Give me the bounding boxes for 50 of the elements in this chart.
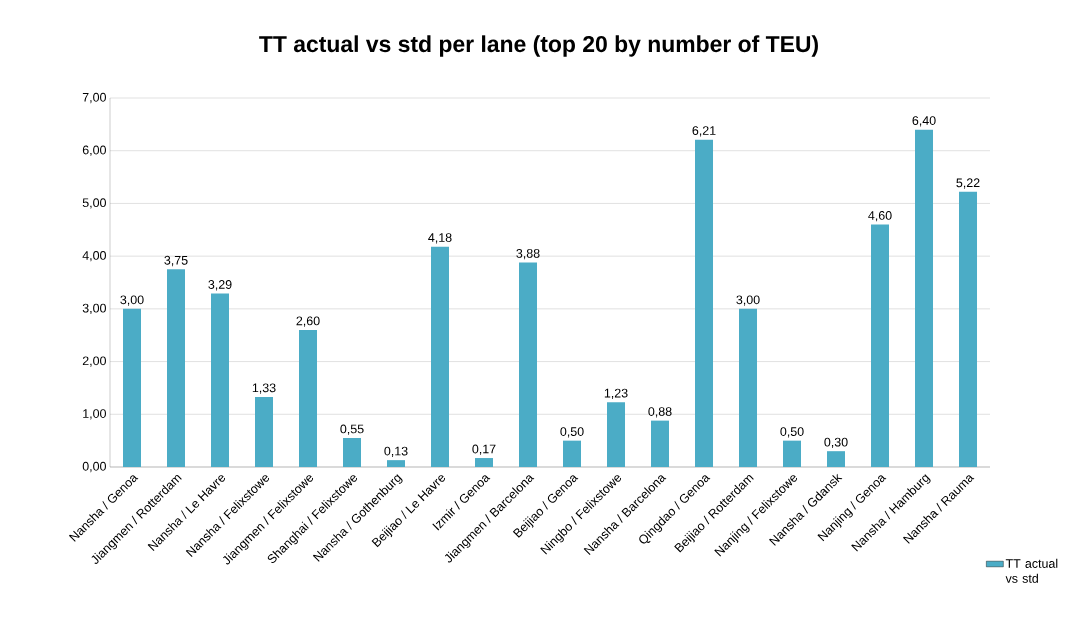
data-label: 3,88 <box>516 249 540 260</box>
y-tick-label: 5,00 <box>82 198 106 209</box>
data-label: 6,40 <box>912 116 936 127</box>
data-label: 3,29 <box>208 280 232 291</box>
bar <box>123 308 141 467</box>
bar <box>519 262 537 467</box>
data-label: 3,75 <box>164 255 188 267</box>
bar <box>695 139 714 467</box>
bar <box>343 438 361 467</box>
y-tick-label: 3,00 <box>82 303 106 314</box>
data-label: 5,22 <box>956 178 980 189</box>
data-label: 0,17 <box>472 444 496 455</box>
bar <box>255 396 273 467</box>
y-tick-label: 6,00 <box>82 145 106 156</box>
bar <box>387 460 405 467</box>
bar <box>739 308 758 467</box>
data-label: 0,13 <box>384 446 408 457</box>
y-tick-label: 7,00 <box>82 92 106 104</box>
y-tick-label: 1,00 <box>83 409 106 420</box>
bar <box>783 440 802 467</box>
data-label: 4,18 <box>428 233 452 244</box>
bar <box>915 129 934 467</box>
data-label: 1,33 <box>252 383 276 394</box>
y-tick-label: 0,00 <box>82 461 106 473</box>
bar <box>563 440 582 467</box>
data-label: 0,30 <box>824 437 848 448</box>
legend-label: TT actual vs std <box>1005 558 1058 583</box>
bar <box>827 451 846 467</box>
data-label: 0,55 <box>340 424 364 435</box>
bar <box>475 458 493 467</box>
data-label: 0,50 <box>780 427 804 438</box>
data-label: 0,88 <box>648 407 672 418</box>
y-tick-label: 2,00 <box>82 356 106 367</box>
data-label: 6,21 <box>692 126 716 137</box>
data-label: 1,23 <box>604 388 628 399</box>
bar <box>607 402 626 467</box>
bar <box>167 269 185 467</box>
bar <box>211 293 229 467</box>
bar <box>871 224 890 467</box>
data-label: 3,00 <box>736 295 760 306</box>
data-label: 2,60 <box>296 316 320 327</box>
data-label: 4,60 <box>868 211 892 222</box>
data-label: 0,50 <box>560 427 584 438</box>
chart-title: TT actual vs std per lane (top 20 by number of TEU) <box>259 35 818 57</box>
y-tick-label: 4,00 <box>82 251 106 262</box>
bar <box>959 191 978 467</box>
bar <box>431 246 449 467</box>
bar <box>299 329 317 467</box>
data-label: 3,00 <box>120 295 144 306</box>
bar <box>651 420 670 467</box>
